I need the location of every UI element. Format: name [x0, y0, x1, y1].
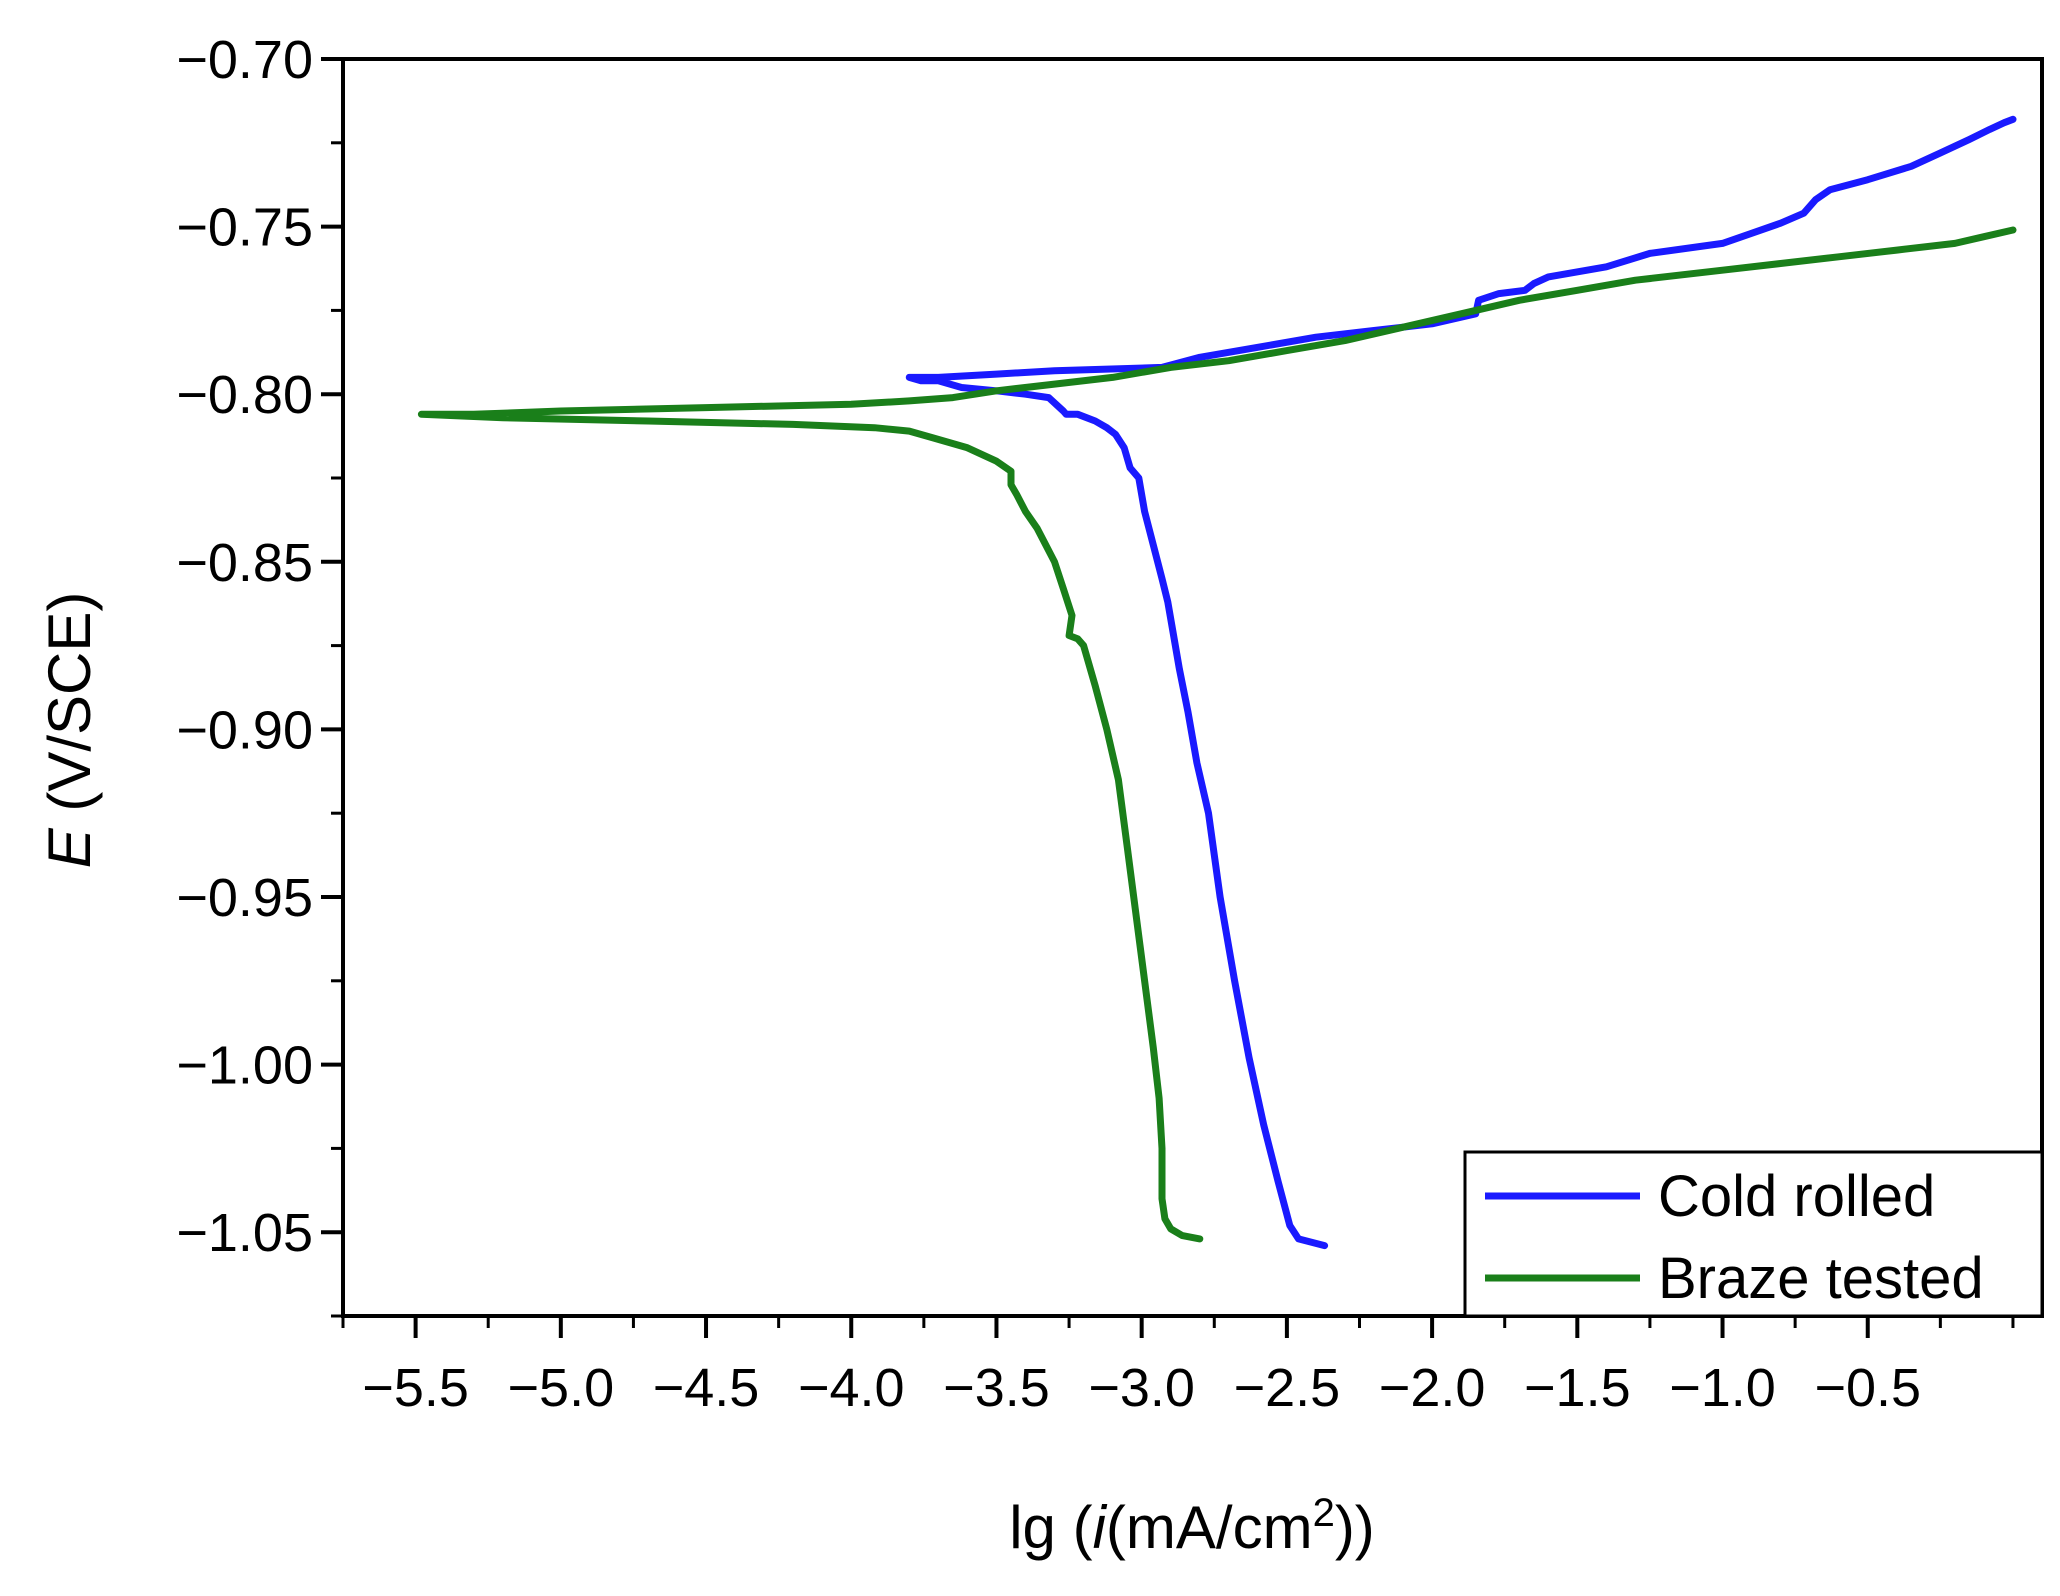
x-axis-title-italic: i	[1093, 1494, 1108, 1561]
y-tick-label: −0.75	[176, 198, 313, 258]
x-axis-title-superscript: 2	[1313, 1491, 1335, 1535]
x-axis-title-prefix: lg (	[1009, 1494, 1092, 1561]
x-axis-title: lg (i(mA/cm2))	[1009, 1491, 1375, 1561]
legend: Cold rolled Braze tested	[1463, 1150, 2044, 1318]
y-axis-title-unit: (V/SCE)	[36, 592, 103, 829]
legend-box	[1463, 1150, 2044, 1318]
x-tick-label: −3.0	[1088, 1358, 1195, 1418]
x-tick-label: −2.5	[1234, 1358, 1341, 1418]
x-tick-label: −0.5	[1814, 1358, 1921, 1418]
x-tick-label: −2.0	[1379, 1358, 1486, 1418]
x-tick-label: −3.5	[943, 1358, 1050, 1418]
y-tick-label: −1.05	[176, 1203, 313, 1263]
x-tick-label: −5.0	[508, 1358, 615, 1418]
y-tick-label: −1.00	[176, 1036, 313, 1096]
legend-label-cold-rolled: Cold rolled	[1658, 1164, 1935, 1229]
x-tick-label: −5.5	[362, 1358, 469, 1418]
series-line-cold-rolled	[905, 115, 2017, 1250]
legend-label-braze-tested: Braze tested	[1658, 1246, 1984, 1311]
x-axis-title-unit: (mA/cm	[1106, 1494, 1313, 1561]
x-tick-label: −4.0	[798, 1358, 905, 1418]
y-tick-label: −0.95	[176, 868, 313, 928]
plot-frame	[341, 57, 2044, 1318]
y-tick-label: −0.80	[176, 365, 313, 425]
x-tick-label: −1.0	[1669, 1358, 1776, 1418]
x-tick-label: −1.5	[1524, 1358, 1631, 1418]
y-tick-label: −0.85	[176, 533, 313, 593]
y-tick-label: −0.70	[176, 30, 313, 90]
x-tick-label: −4.5	[653, 1358, 760, 1418]
y-axis-title: E (V/SCE)	[36, 592, 103, 869]
x-axis-title-suffix: ))	[1335, 1494, 1375, 1561]
y-axis-title-italic: E	[36, 827, 103, 868]
y-tick-label: −0.90	[176, 700, 313, 760]
series-line-braze-tested	[417, 226, 2017, 1243]
